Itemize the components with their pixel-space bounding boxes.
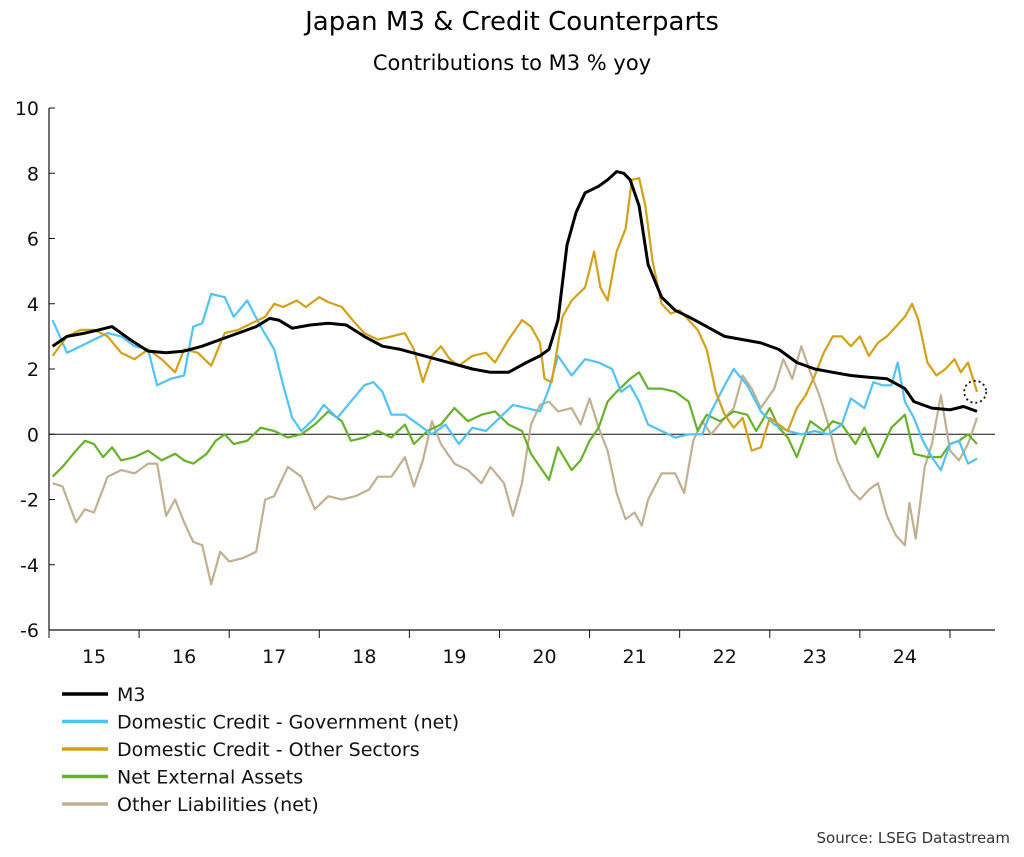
y-tick-label: 2 (27, 359, 39, 381)
source-note: Source: LSEG Datastream (817, 829, 1010, 847)
legend-label: Other Liabilities (net) (117, 794, 319, 816)
legend: M3 Domestic Credit - Government (net) Dome… (62, 684, 459, 816)
series-line-other-liabilities-net (52, 345, 979, 586)
series-line-net-external-assets (51, 371, 978, 481)
y-tick-label: 4 (27, 294, 39, 316)
legend-label: Domestic Credit - Other Sectors (117, 739, 420, 761)
x-tick-label: 23 (803, 646, 827, 668)
x-tick-label: 18 (352, 646, 376, 668)
series-line-domestic-credit-government-net (51, 292, 978, 472)
x-tick-label: 20 (532, 646, 556, 668)
series-line-m3 (51, 170, 978, 413)
x-tick-label: 15 (82, 646, 106, 668)
y-tick-label: 0 (27, 424, 39, 446)
y-tick-label: -2 (20, 490, 39, 512)
x-tick-label: 22 (713, 646, 737, 668)
y-tick-label: 10 (15, 98, 39, 120)
series-line-domestic-credit-other-sectors (51, 177, 979, 452)
y-tick-label: 8 (27, 163, 39, 185)
y-tick-label: -6 (20, 620, 39, 642)
x-tick-label: 19 (442, 646, 466, 668)
chart-subtitle: Contributions to M3 % yoy (373, 51, 651, 75)
y-tick-label: 6 (27, 229, 39, 251)
legend-label: M3 (117, 684, 145, 706)
legend-label: Domestic Credit - Government (net) (117, 712, 459, 734)
x-tick-label: 16 (172, 646, 196, 668)
annotation-dotted-circle (963, 379, 988, 404)
x-tick-label: 17 (262, 646, 286, 668)
x-tick-label: 21 (623, 646, 647, 668)
x-tick-label: 24 (893, 646, 917, 668)
y-tick-label: -4 (20, 555, 39, 577)
chart-title: Japan M3 & Credit Counterparts (303, 7, 719, 37)
legend-label: Net External Assets (117, 767, 303, 789)
